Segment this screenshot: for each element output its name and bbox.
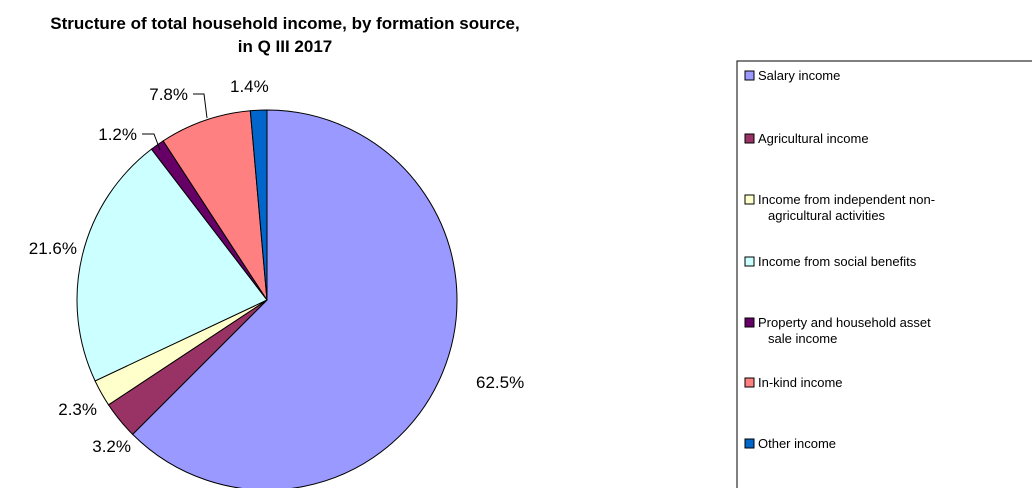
legend: Salary income Agricultural income Income f… [736, 60, 1032, 488]
legend-label: Property and household asset [758, 315, 931, 330]
legend-swatch [744, 438, 755, 449]
slice-data-label: 1.4% [230, 77, 269, 96]
legend-swatch [744, 256, 755, 267]
pie-slice-income-from-social-benefits [76, 148, 268, 382]
pie-slice-salary-income [131, 109, 458, 488]
legend-label: Agricultural income [758, 131, 869, 146]
slice-data-label: 1.2% [98, 125, 137, 144]
leader-line [142, 133, 161, 151]
legend-swatch [744, 133, 755, 144]
pie-slice-other-income [249, 109, 268, 301]
pie-slice-in-kind-income [162, 110, 268, 301]
legend-swatch [744, 194, 755, 205]
chart-title-line-1: Structure of total household income, by … [50, 14, 519, 33]
legend-label: agricultural activities [768, 208, 886, 223]
slice-data-label: 2.3% [58, 400, 97, 419]
legend-label: sale income [768, 331, 837, 346]
slice-labels: 62.5% 3.2% 2.3% 21.6% 1.2% 7.8% 1.4% [29, 77, 524, 456]
slice-data-label: 62.5% [476, 373, 524, 392]
legend-label: Salary income [758, 68, 840, 83]
legend-swatch [744, 317, 755, 328]
chart-title-line-2: in Q III 2017 [238, 37, 333, 56]
slice-data-label: 7.8% [149, 85, 188, 104]
slice-data-label: 21.6% [29, 239, 77, 258]
legend-box [736, 60, 1032, 488]
slice-data-label: 3.2% [92, 437, 131, 456]
legend-label: Other income [758, 436, 836, 451]
legend-swatch [744, 377, 755, 388]
legend-swatch [744, 70, 755, 81]
chart-title: Structure of total household income, by … [50, 14, 519, 56]
leader-line [193, 93, 208, 119]
legend-label: Income from independent non- [758, 192, 935, 207]
legend-label: In-kind income [758, 375, 843, 390]
legend-label: Income from social benefits [758, 254, 917, 269]
pie-slices [76, 109, 458, 488]
